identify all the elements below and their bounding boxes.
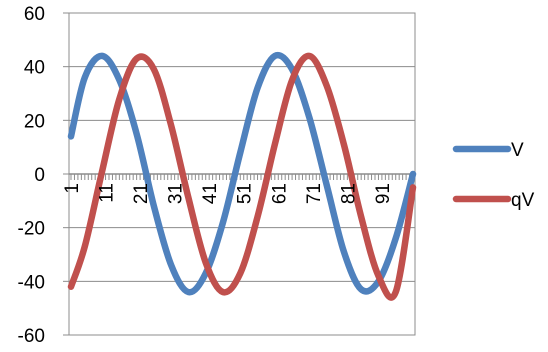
series-lines xyxy=(67,51,417,301)
x-tick-label: 21 xyxy=(131,183,152,204)
x-tick-labels: 1 11 21 31 41 51 61 71 81 91 xyxy=(62,183,394,204)
legend: VqV xyxy=(452,140,535,211)
legend-label-v: V xyxy=(511,140,524,161)
y-tick-label: 0 xyxy=(34,165,45,186)
series-line-qv xyxy=(67,52,417,301)
x-tick-label: 1 xyxy=(62,183,83,194)
y-tick-label: -20 xyxy=(18,219,45,240)
x-tick-label: 11 xyxy=(97,183,118,203)
y-tick-label: 20 xyxy=(24,111,45,132)
x-tick-label: 31 xyxy=(166,183,187,204)
x-tick-label: 91 xyxy=(373,183,394,204)
series-line-v xyxy=(67,51,417,296)
y-tick-labels: -60 -40 -20 0 20 40 60 xyxy=(18,4,45,347)
y-tick-label: 40 xyxy=(24,58,45,79)
y-tick-label: 60 xyxy=(24,4,45,25)
legend-label-qv: qV xyxy=(511,190,535,211)
x-tick-label: 51 xyxy=(235,183,256,204)
x-tick-label: 71 xyxy=(304,183,325,204)
y-tick-label: -60 xyxy=(18,326,45,347)
x-tick-label: 61 xyxy=(269,183,290,204)
x-tick-label: 81 xyxy=(338,183,359,204)
y-tick-label: -40 xyxy=(18,272,45,293)
x-tick-label: 41 xyxy=(200,183,221,204)
